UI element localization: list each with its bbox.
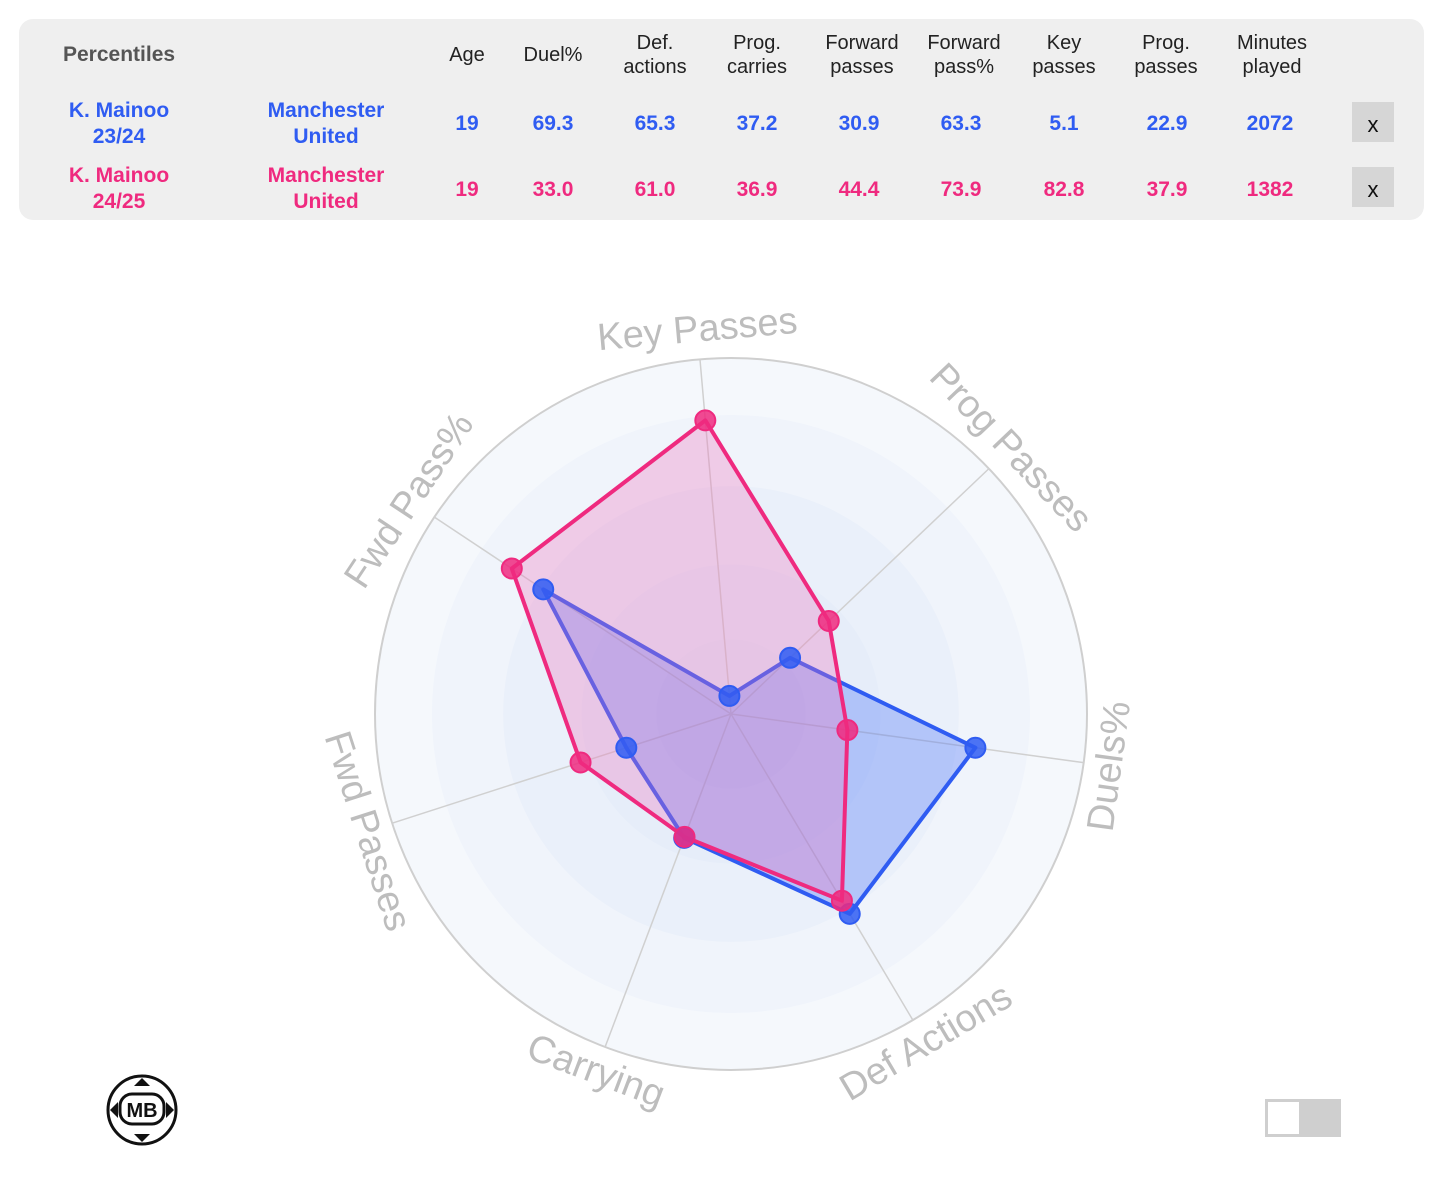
data-point bbox=[836, 719, 859, 742]
radar-spoke bbox=[730, 468, 990, 715]
theme-toggle[interactable] bbox=[1265, 1099, 1341, 1137]
header-prog-passes: Prog. passes bbox=[1134, 32, 1198, 78]
header-key-passes: Key passes bbox=[1032, 32, 1096, 78]
radar-spoke bbox=[730, 713, 914, 1021]
toggle-knob[interactable] bbox=[1268, 1102, 1299, 1134]
radar-spoke bbox=[604, 713, 732, 1048]
value-prog-passes: 37.9 bbox=[1146, 178, 1188, 201]
value-duel: 33.0 bbox=[532, 178, 574, 201]
data-point bbox=[500, 557, 523, 580]
value-minutes-played: 2072 bbox=[1246, 112, 1294, 135]
header-forward-pass-pct: Forward pass% bbox=[927, 32, 1001, 78]
header-minutes-played: Minutes played bbox=[1236, 32, 1308, 78]
data-point bbox=[779, 646, 802, 669]
axis-label: Duels% bbox=[1080, 698, 1140, 833]
value-age: 19 bbox=[455, 112, 479, 135]
data-point bbox=[830, 889, 853, 912]
team-name[interactable]: Manchester United bbox=[267, 164, 385, 213]
data-point bbox=[569, 751, 592, 774]
radar-spoke bbox=[730, 713, 1084, 764]
value-prog-carries: 37.2 bbox=[736, 112, 778, 135]
data-point bbox=[673, 825, 696, 848]
radar-spoke bbox=[433, 516, 732, 715]
remove-row-button[interactable]: x bbox=[1352, 167, 1394, 207]
data-point bbox=[615, 736, 638, 759]
remove-row-button[interactable]: x bbox=[1352, 102, 1394, 142]
data-point bbox=[694, 409, 717, 432]
value-forward-pass-pct: 63.3 bbox=[940, 112, 982, 135]
value-forward-pass-pct: 73.9 bbox=[940, 178, 982, 201]
value-key-passes: 5.1 bbox=[1049, 112, 1079, 135]
logo-icon: MB bbox=[106, 1074, 178, 1146]
comparison-table: Percentiles Age Duel% Def. actions Prog.… bbox=[19, 19, 1424, 220]
series-area bbox=[509, 418, 850, 903]
value-age: 19 bbox=[455, 178, 479, 201]
header-age: Age bbox=[449, 44, 485, 66]
header-duel: Duel% bbox=[523, 44, 583, 66]
value-def-actions: 61.0 bbox=[634, 178, 676, 201]
value-def-actions: 65.3 bbox=[634, 112, 676, 135]
value-prog-passes: 22.9 bbox=[1146, 112, 1188, 135]
data-point bbox=[532, 578, 555, 601]
data-point bbox=[964, 736, 987, 759]
value-prog-carries: 36.9 bbox=[736, 178, 778, 201]
series-area bbox=[541, 587, 978, 916]
data-point bbox=[718, 684, 741, 707]
header-prog-carries: Prog. carries bbox=[726, 32, 788, 78]
player-name[interactable]: K. Mainoo 24/25 bbox=[68, 164, 170, 213]
value-forward-passes: 44.4 bbox=[838, 178, 880, 201]
table-title: Percentiles bbox=[63, 43, 176, 66]
radar-spoke bbox=[391, 713, 732, 824]
value-forward-passes: 30.9 bbox=[838, 112, 880, 135]
axis-label: Key Passes bbox=[596, 300, 800, 359]
value-minutes-played: 1382 bbox=[1246, 178, 1294, 201]
value-duel: 69.3 bbox=[532, 112, 574, 135]
player-name[interactable]: K. Mainoo 23/24 bbox=[68, 99, 170, 148]
value-key-passes: 82.8 bbox=[1043, 178, 1085, 201]
team-name[interactable]: Manchester United bbox=[267, 99, 385, 148]
header-forward-passes: Forward passes bbox=[825, 32, 899, 78]
logo-text: MB bbox=[126, 1100, 157, 1122]
header-def-actions: Def. actions bbox=[623, 32, 687, 78]
data-point bbox=[817, 610, 840, 633]
